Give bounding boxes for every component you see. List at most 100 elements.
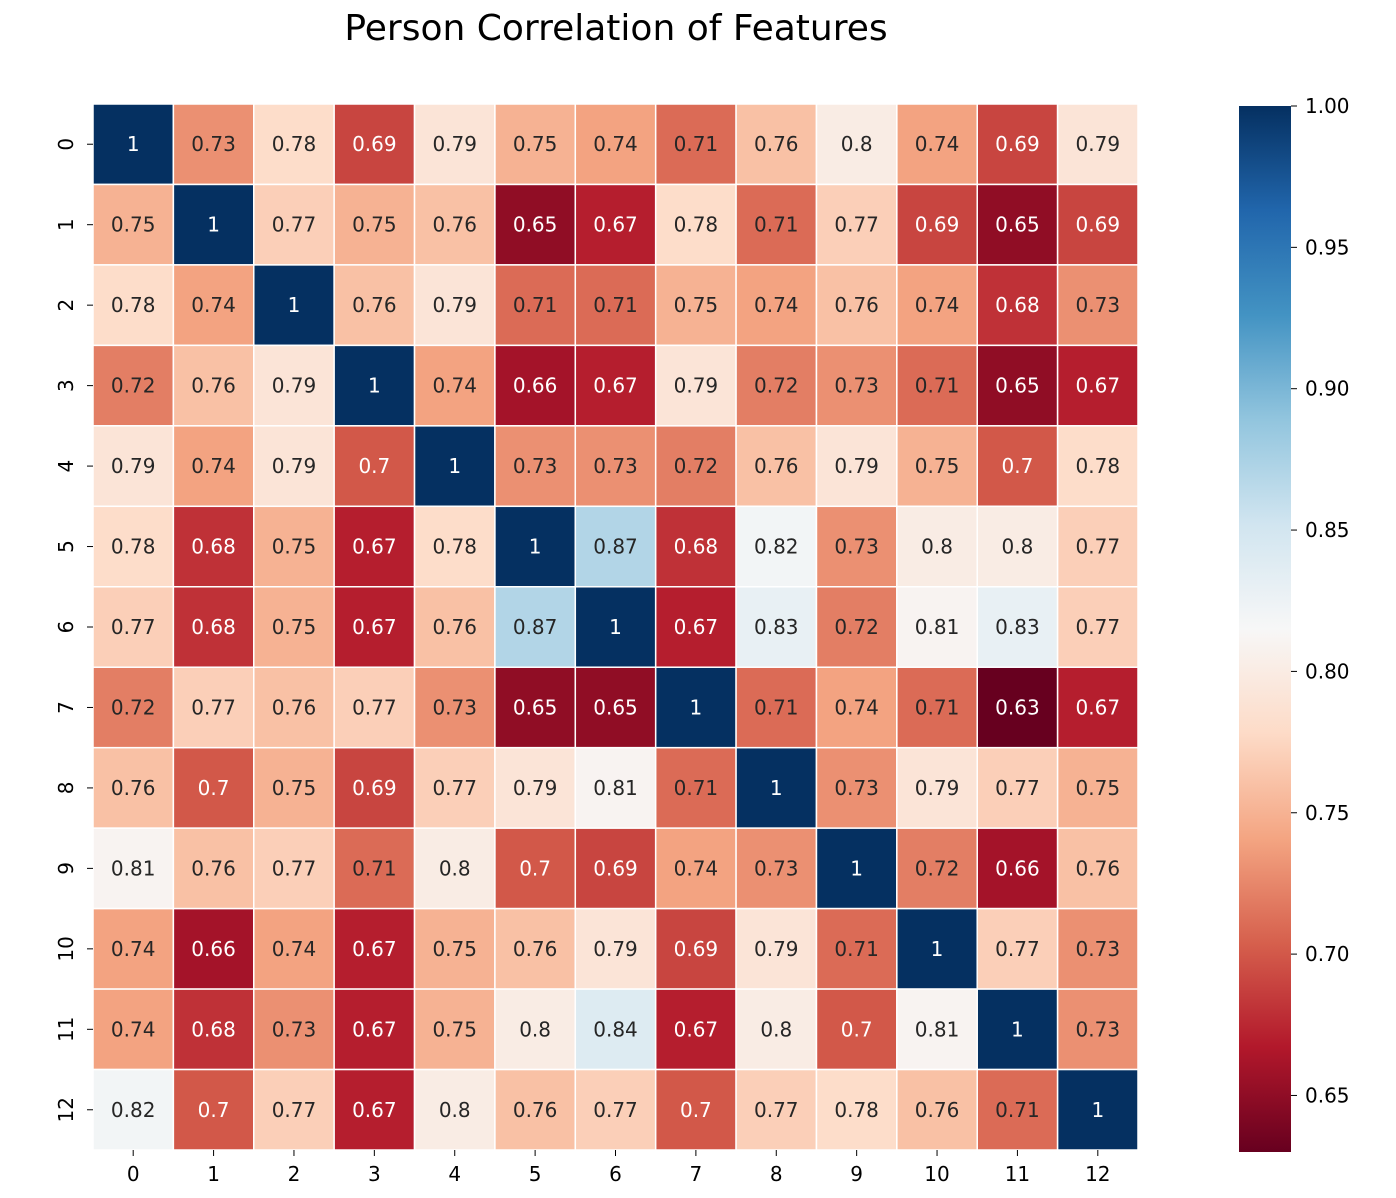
heatmap-cell-2-10: [896, 264, 978, 347]
heatmap-cell-10-0: [92, 907, 175, 990]
cell-value-label-12-8: 0.77: [754, 1098, 799, 1122]
cell-value-label-6-7: 0.67: [674, 615, 719, 639]
heatmap-cell-0-9: [815, 103, 898, 186]
cell-value-label-3-8: 0.72: [754, 374, 799, 398]
heatmap-cell-6-4: [413, 586, 496, 668]
x-tick-label-2: 2: [288, 1162, 301, 1186]
cell-value-label-12-5: 0.76: [513, 1098, 558, 1122]
heatmap-cell-12-6: [574, 1068, 657, 1151]
heatmap-cell-0-1: [172, 103, 255, 186]
cell-value-label-10-3: 0.67: [352, 937, 397, 961]
heatmap-cell-1-6: [574, 183, 657, 266]
cell-value-label-8-8: 1: [770, 776, 783, 800]
cell-value-label-12-11: 0.71: [995, 1098, 1040, 1122]
cell-value-label-5-9: 0.73: [834, 535, 879, 559]
colorbar-tick-label-0: 0.65: [1305, 1083, 1350, 1107]
cell-value-label-11-6: 0.84: [593, 1017, 638, 1041]
x-tick-label-7: 7: [690, 1162, 703, 1186]
heatmap-cell-8-11: [976, 746, 1059, 829]
heatmap-cell-5-12: [1056, 505, 1139, 588]
cell-value-label-2-9: 0.76: [834, 293, 879, 317]
heatmap-cell-3-9: [815, 344, 898, 427]
cell-value-label-12-6: 0.77: [593, 1098, 638, 1122]
x-tick-label-10: 10: [924, 1162, 949, 1186]
x-tick-label-8: 8: [770, 1162, 783, 1186]
cell-value-label-7-0: 0.72: [111, 695, 156, 719]
cell-value-label-5-4: 0.78: [432, 535, 477, 559]
heatmap-cell-12-0: [92, 1068, 175, 1151]
colorbar-tick-label-5: 0.90: [1305, 377, 1350, 401]
heatmap-cell-9-5: [494, 827, 577, 910]
cell-value-label-3-9: 0.73: [834, 374, 879, 398]
heatmap-cell-12-9: [815, 1068, 898, 1151]
cell-value-label-9-7: 0.74: [674, 856, 719, 880]
cell-value-label-12-1: 0.7: [198, 1098, 230, 1122]
heatmap-cell-2-9: [815, 264, 898, 347]
y-tick-label-3: 3: [54, 379, 78, 392]
heatmap-cell-11-10: [896, 988, 978, 1071]
heatmap-cell-1-4: [413, 183, 496, 266]
heatmap-cell-3-2: [253, 344, 335, 427]
heatmap-cell-11-3: [333, 988, 416, 1071]
heatmap-cell-0-0: [92, 103, 175, 186]
cell-value-label-6-3: 0.67: [352, 615, 397, 639]
heatmap-cell-4-3: [333, 425, 416, 508]
heatmap-cell-11-5: [494, 988, 577, 1071]
cell-value-label-8-10: 0.79: [915, 776, 960, 800]
heatmap-cell-11-7: [654, 988, 737, 1071]
heatmap-cell-0-7: [654, 103, 737, 186]
heatmap-cell-5-8: [735, 505, 818, 588]
cell-value-label-9-9: 1: [850, 856, 863, 880]
cell-value-label-2-12: 0.73: [1076, 293, 1121, 317]
cell-value-label-2-8: 0.74: [754, 293, 799, 317]
heatmap-cell-7-7: [654, 666, 737, 749]
heatmap-cell-3-7: [654, 344, 737, 427]
cell-value-label-7-7: 1: [690, 695, 703, 719]
heatmap-cell-1-2: [253, 183, 335, 266]
heatmap-cell-7-11: [976, 666, 1059, 749]
cell-value-label-7-1: 0.77: [191, 695, 236, 719]
cell-value-label-0-2: 0.78: [272, 132, 317, 156]
heatmap-cell-6-12: [1056, 586, 1139, 668]
cell-value-label-9-4: 0.8: [439, 856, 471, 880]
cell-value-label-11-9: 0.7: [841, 1017, 873, 1041]
heatmap-cell-3-11: [976, 344, 1059, 427]
cell-value-label-1-10: 0.69: [915, 213, 960, 237]
cell-value-label-5-8: 0.82: [754, 535, 799, 559]
cell-value-label-3-4: 0.74: [432, 374, 477, 398]
cell-value-label-9-0: 0.81: [111, 856, 156, 880]
cell-value-label-1-11: 0.65: [995, 213, 1040, 237]
heatmap-cell-6-5: [494, 586, 577, 668]
x-tick-label-4: 4: [448, 1162, 461, 1186]
cell-value-label-7-4: 0.73: [432, 695, 477, 719]
heatmap-cell-4-8: [735, 425, 818, 508]
cell-value-label-0-6: 0.74: [593, 132, 638, 156]
heatmap-cell-2-12: [1056, 264, 1139, 347]
cell-value-label-5-11: 0.8: [1002, 535, 1034, 559]
heatmap-cell-7-8: [735, 666, 818, 749]
cell-value-label-0-8: 0.76: [754, 132, 799, 156]
heatmap-cell-8-10: [896, 746, 978, 829]
cell-value-label-10-5: 0.76: [513, 937, 558, 961]
heatmap-cell-4-11: [976, 425, 1059, 508]
cell-value-label-3-3: 1: [368, 374, 381, 398]
cell-value-label-4-12: 0.78: [1076, 454, 1121, 478]
colorbar-tick-label-7: 1.00: [1305, 94, 1350, 118]
cell-value-label-4-5: 0.73: [513, 454, 558, 478]
y-tick-label-8: 8: [54, 782, 78, 795]
cell-value-label-5-2: 0.75: [272, 535, 317, 559]
heatmap-cell-6-3: [333, 586, 416, 668]
heatmap-cell-12-5: [494, 1068, 577, 1151]
heatmap-cell-5-1: [172, 505, 255, 588]
colorbar-ticks: 0.65 0.70 0.75 0.80 0.85 0.90 0.95 1.00: [1291, 94, 1350, 1107]
heatmap-cell-6-6: [574, 586, 657, 668]
heatmap-cell-2-4: [413, 264, 496, 347]
heatmap-cell-5-10: [896, 505, 978, 588]
cell-value-label-4-6: 0.73: [593, 454, 638, 478]
cell-value-label-2-3: 0.76: [352, 293, 397, 317]
cell-value-label-1-0: 0.75: [111, 213, 156, 237]
cell-value-label-8-9: 0.73: [834, 776, 879, 800]
y-tick-label-5: 5: [54, 540, 78, 553]
cell-value-label-6-1: 0.68: [191, 615, 236, 639]
